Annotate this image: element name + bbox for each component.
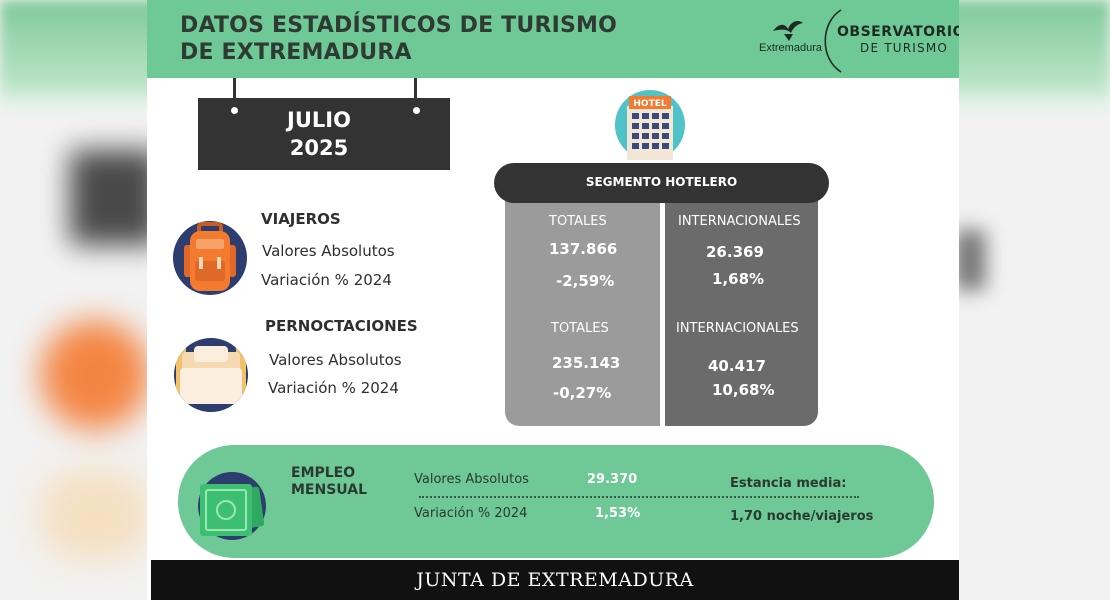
empleo-divider [419,496,859,498]
viajeros-totales-value: 137.866 [549,240,618,258]
viajeros-totales-variation: -2,59% [556,272,615,290]
hotel-sign-text: HOTEL [633,99,666,109]
viajeros-variacion-label: Variación % 2024 [261,271,392,289]
sign-string-right [414,78,417,102]
money-icon [198,472,266,540]
internacionales-column [665,190,818,426]
pernoctaciones-internacionales-value: 40.417 [708,357,766,375]
period-year: 2025 [289,136,349,160]
bird-logo-icon [773,21,803,41]
logo-region-text: Extremadura [759,42,822,54]
pernoctaciones-internacionales-variation: 10,68% [712,381,775,399]
empleo-heading-line-1: EMPLEO [291,465,356,481]
backpack-icon [173,221,247,295]
estancia-media-value: 1,70 noche/viajeros [730,509,874,524]
pernoctaciones-totales-label: TOTALES [551,321,609,336]
sign-string-left [233,78,236,102]
totales-column [505,190,660,426]
empleo-variacion-label: Variación % 2024 [414,506,528,521]
footer-text: JUNTA DE EXTREMADURA [416,569,694,591]
viajeros-internacionales-variation: 1,68% [712,270,765,288]
logo-arc-icon [824,9,842,73]
logo-turismo-text: DE TURISMO [860,41,949,55]
segment-title: SEGMENTO HOTELERO [494,163,829,203]
pernoctaciones-heading: PERNOCTACIONES [265,317,418,335]
hotel-icon: HOTEL [615,90,685,160]
period-month: JULIO [287,108,351,132]
viajeros-internacionales-label: INTERNACIONALES [678,214,801,229]
sign-dot-right [413,107,420,114]
header-banner: DATOS ESTADÍSTICOS DE TURISMO DE EXTREMA… [147,0,959,78]
empleo-variacion-value: 1,53% [595,506,641,521]
sign-dot-left [231,107,238,114]
footer-bar: JUNTA DE EXTREMADURA [151,560,959,600]
page-title: DATOS ESTADÍSTICOS DE TURISMO DE EXTREMA… [180,12,617,66]
empleo-heading-line-2: MENSUAL [291,482,367,498]
pernoctaciones-absolutos-label: Valores Absolutos [269,351,402,369]
pernoctaciones-totales-variation: -0,27% [553,384,612,402]
empleo-absolutos-label: Valores Absolutos [414,472,529,487]
viajeros-heading: VIAJEROS [261,210,341,228]
pernoctaciones-variacion-label: Variación % 2024 [268,379,399,397]
title-line-2: DE EXTREMADURA [180,40,412,65]
viajeros-internacionales-value: 26.369 [706,243,764,261]
period-sign: JULIO 2025 [198,98,450,170]
logo-observatorio-text: OBSERVATORIO [837,24,959,40]
estancia-media-label: Estancia media: [730,476,847,491]
empleo-heading: EMPLEO MENSUAL [291,465,367,499]
viajeros-absolutos-label: Valores Absolutos [262,242,395,260]
bed-icon [174,338,248,412]
pernoctaciones-internacionales-label: INTERNACIONALES [676,321,799,336]
infographic-panel: DATOS ESTADÍSTICOS DE TURISMO DE EXTREMA… [147,0,959,600]
viajeros-totales-label: TOTALES [549,214,607,229]
pernoctaciones-totales-value: 235.143 [552,354,621,372]
empleo-absolutos-value: 29.370 [587,472,638,487]
empleo-band [178,445,934,558]
title-line-1: DATOS ESTADÍSTICOS DE TURISMO [180,13,618,38]
